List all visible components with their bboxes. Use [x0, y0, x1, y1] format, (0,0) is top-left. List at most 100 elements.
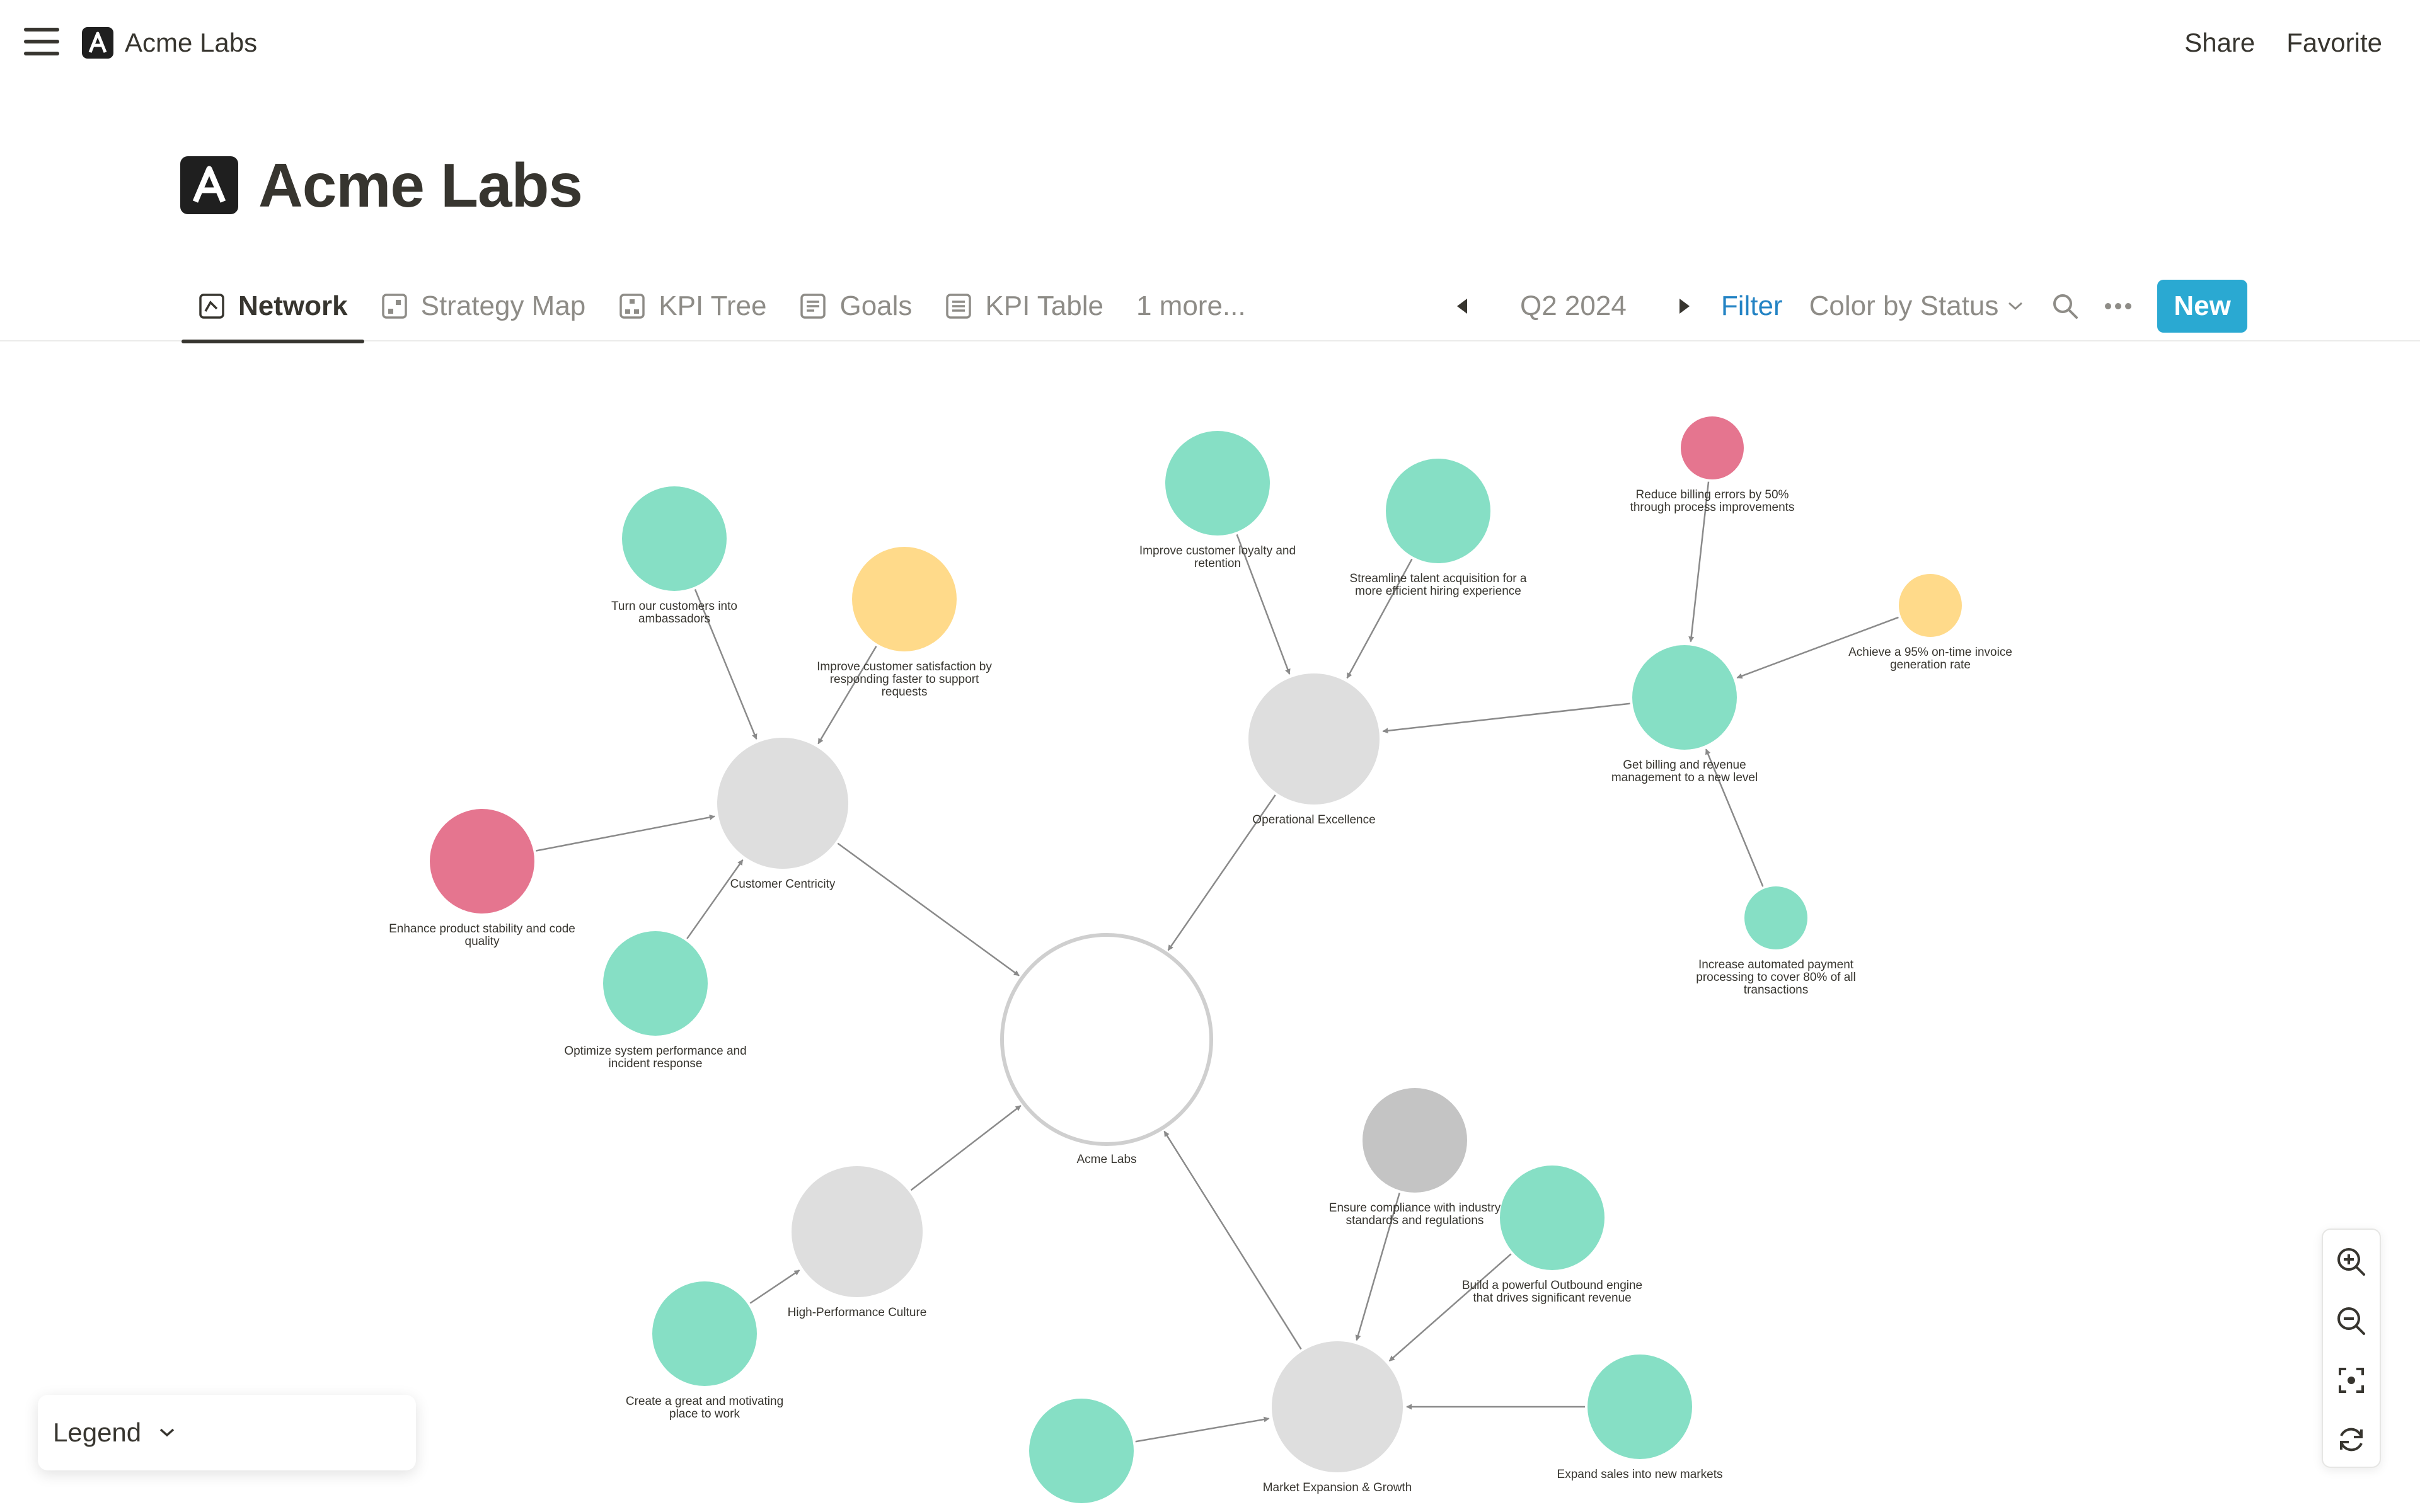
network-node[interactable]: Operational Excellence: [1248, 673, 1380, 827]
network-link: [1705, 748, 1764, 887]
network-links: [536, 481, 1899, 1443]
node-circle[interactable]: [1500, 1166, 1605, 1270]
tab-kpi-table[interactable]: KPI Table: [928, 271, 1120, 341]
tab-label: KPI Table: [985, 290, 1103, 321]
network-node[interactable]: Enhance product stability and codequalit…: [389, 809, 575, 948]
node-circle[interactable]: [852, 547, 957, 651]
node-label: standards and regulations: [1346, 1214, 1484, 1227]
zoom-out-button[interactable]: [2323, 1293, 2380, 1349]
chevron-down-icon: [159, 1428, 175, 1437]
share-button[interactable]: Share: [2184, 28, 2256, 57]
map-view-icon: [381, 294, 407, 319]
color-by-label: Color by Status: [1809, 290, 1999, 321]
node-circle[interactable]: [792, 1166, 923, 1297]
search-button[interactable]: [2046, 287, 2084, 325]
network-node[interactable]: Streamline talent acquisition for amore …: [1350, 459, 1527, 598]
favorite-button[interactable]: Favorite: [2286, 28, 2382, 57]
node-circle[interactable]: [1363, 1088, 1467, 1193]
node-circle[interactable]: [717, 738, 848, 869]
tab-network[interactable]: Network: [182, 271, 364, 343]
network-node[interactable]: Customer Centricity: [717, 738, 848, 891]
network-link: [1236, 534, 1291, 675]
node-label: management to a new level: [1611, 771, 1758, 784]
network-node[interactable]: Ensure compliance with industrystandards…: [1329, 1088, 1501, 1227]
node-label: processing to cover 80% of all: [1696, 971, 1855, 984]
node-circle[interactable]: [1248, 673, 1380, 805]
page-icon[interactable]: [180, 156, 238, 214]
tab-strategy-map[interactable]: Strategy Map: [364, 271, 602, 341]
node-circle[interactable]: [1587, 1354, 1692, 1459]
node-label: ambassadors: [638, 612, 710, 626]
legend-toggle[interactable]: Legend: [38, 1395, 416, 1470]
node-circle[interactable]: [430, 809, 534, 914]
node-circle[interactable]: [1681, 416, 1744, 479]
period-selector[interactable]: Q2 2024: [1520, 290, 1627, 321]
node-label: quality: [465, 935, 500, 948]
tab-label: Strategy Map: [420, 290, 586, 321]
node-circle[interactable]: [622, 486, 727, 591]
network-node[interactable]: Market Expansion & Growth: [1263, 1341, 1412, 1494]
node-circle[interactable]: [1744, 886, 1807, 949]
node-circle[interactable]: [652, 1281, 757, 1386]
view-controls: Q2 2024 Filter Color by Status New: [1443, 271, 2247, 341]
network-node[interactable]: Improve customer satisfaction byrespondi…: [817, 547, 992, 699]
node-label: that drives significant revenue: [1473, 1292, 1631, 1305]
fit-view-button[interactable]: [2323, 1352, 2380, 1409]
zoom-out-icon: [2337, 1307, 2365, 1335]
network-node[interactable]: High-Performance Culture: [788, 1166, 927, 1319]
chevron-down-icon: [2008, 302, 2023, 311]
list-view-icon: [800, 294, 826, 319]
menu-icon[interactable]: [24, 28, 59, 55]
node-circle[interactable]: [1272, 1341, 1403, 1472]
previous-period-button[interactable]: [1443, 287, 1481, 325]
more-options-button[interactable]: [2099, 287, 2137, 325]
view-tabs: Network Strategy Map KPI Tree Goals KPI …: [182, 271, 1262, 343]
network-link: [536, 814, 715, 852]
fit-view-icon: [2339, 1368, 2364, 1393]
more-tabs-button[interactable]: 1 more...: [1136, 290, 1246, 321]
node-circle[interactable]: [1165, 431, 1270, 536]
network-link: [1346, 558, 1413, 679]
node-circle[interactable]: [1029, 1399, 1134, 1503]
node-label: Turn our customers into: [611, 600, 737, 613]
node-circle[interactable]: [1899, 574, 1962, 637]
node-label: generation rate: [1890, 658, 1971, 672]
color-by-dropdown[interactable]: Color by Status: [1809, 290, 2024, 322]
network-link: [694, 589, 758, 740]
tab-label: Network: [238, 290, 348, 321]
node-label: retention: [1194, 557, 1241, 570]
filter-button[interactable]: Filter: [1720, 290, 1783, 321]
network-node[interactable]: Expand sales into new markets: [1557, 1354, 1723, 1481]
node-circle[interactable]: [1632, 645, 1737, 750]
tab-kpi-tree[interactable]: KPI Tree: [602, 271, 783, 341]
reset-view-button[interactable]: [2323, 1411, 2380, 1468]
node-label: requests: [882, 685, 928, 699]
node-circle[interactable]: [1386, 459, 1490, 563]
tab-goals[interactable]: Goals: [783, 271, 928, 341]
network-graph[interactable]: Acme Labs Customer Centricity Operational …: [0, 343, 2420, 1512]
node-circle[interactable]: [603, 931, 708, 1036]
network-node[interactable]: Achieve a 95% on-time invoicegeneration …: [1848, 574, 2012, 672]
new-button[interactable]: New: [2157, 280, 2247, 333]
zoom-in-button[interactable]: [2323, 1234, 2380, 1290]
table-view-icon: [946, 294, 972, 319]
top-bar: Acme Labs Share Favorite: [0, 0, 2420, 85]
node-label: Reduce billing errors by 50%: [1636, 488, 1789, 501]
network-node[interactable]: [1029, 1399, 1134, 1503]
network-node[interactable]: Reduce billing errors by 50%through proc…: [1630, 416, 1795, 514]
workspace-name[interactable]: Acme Labs: [125, 28, 258, 57]
node-circle[interactable]: [1000, 933, 1213, 1146]
node-label: more efficient hiring experience: [1355, 585, 1521, 598]
network-canvas[interactable]: Acme Labs Customer Centricity Operational …: [0, 343, 2420, 1512]
network-node[interactable]: Acme Labs: [1000, 933, 1213, 1166]
next-period-button[interactable]: [1666, 287, 1703, 325]
caret-right-icon: [1679, 299, 1690, 314]
view-tabs-bar: Network Strategy Map KPI Tree Goals KPI …: [0, 271, 2420, 343]
network-node[interactable]: Optimize system performance andincident …: [564, 931, 747, 1070]
